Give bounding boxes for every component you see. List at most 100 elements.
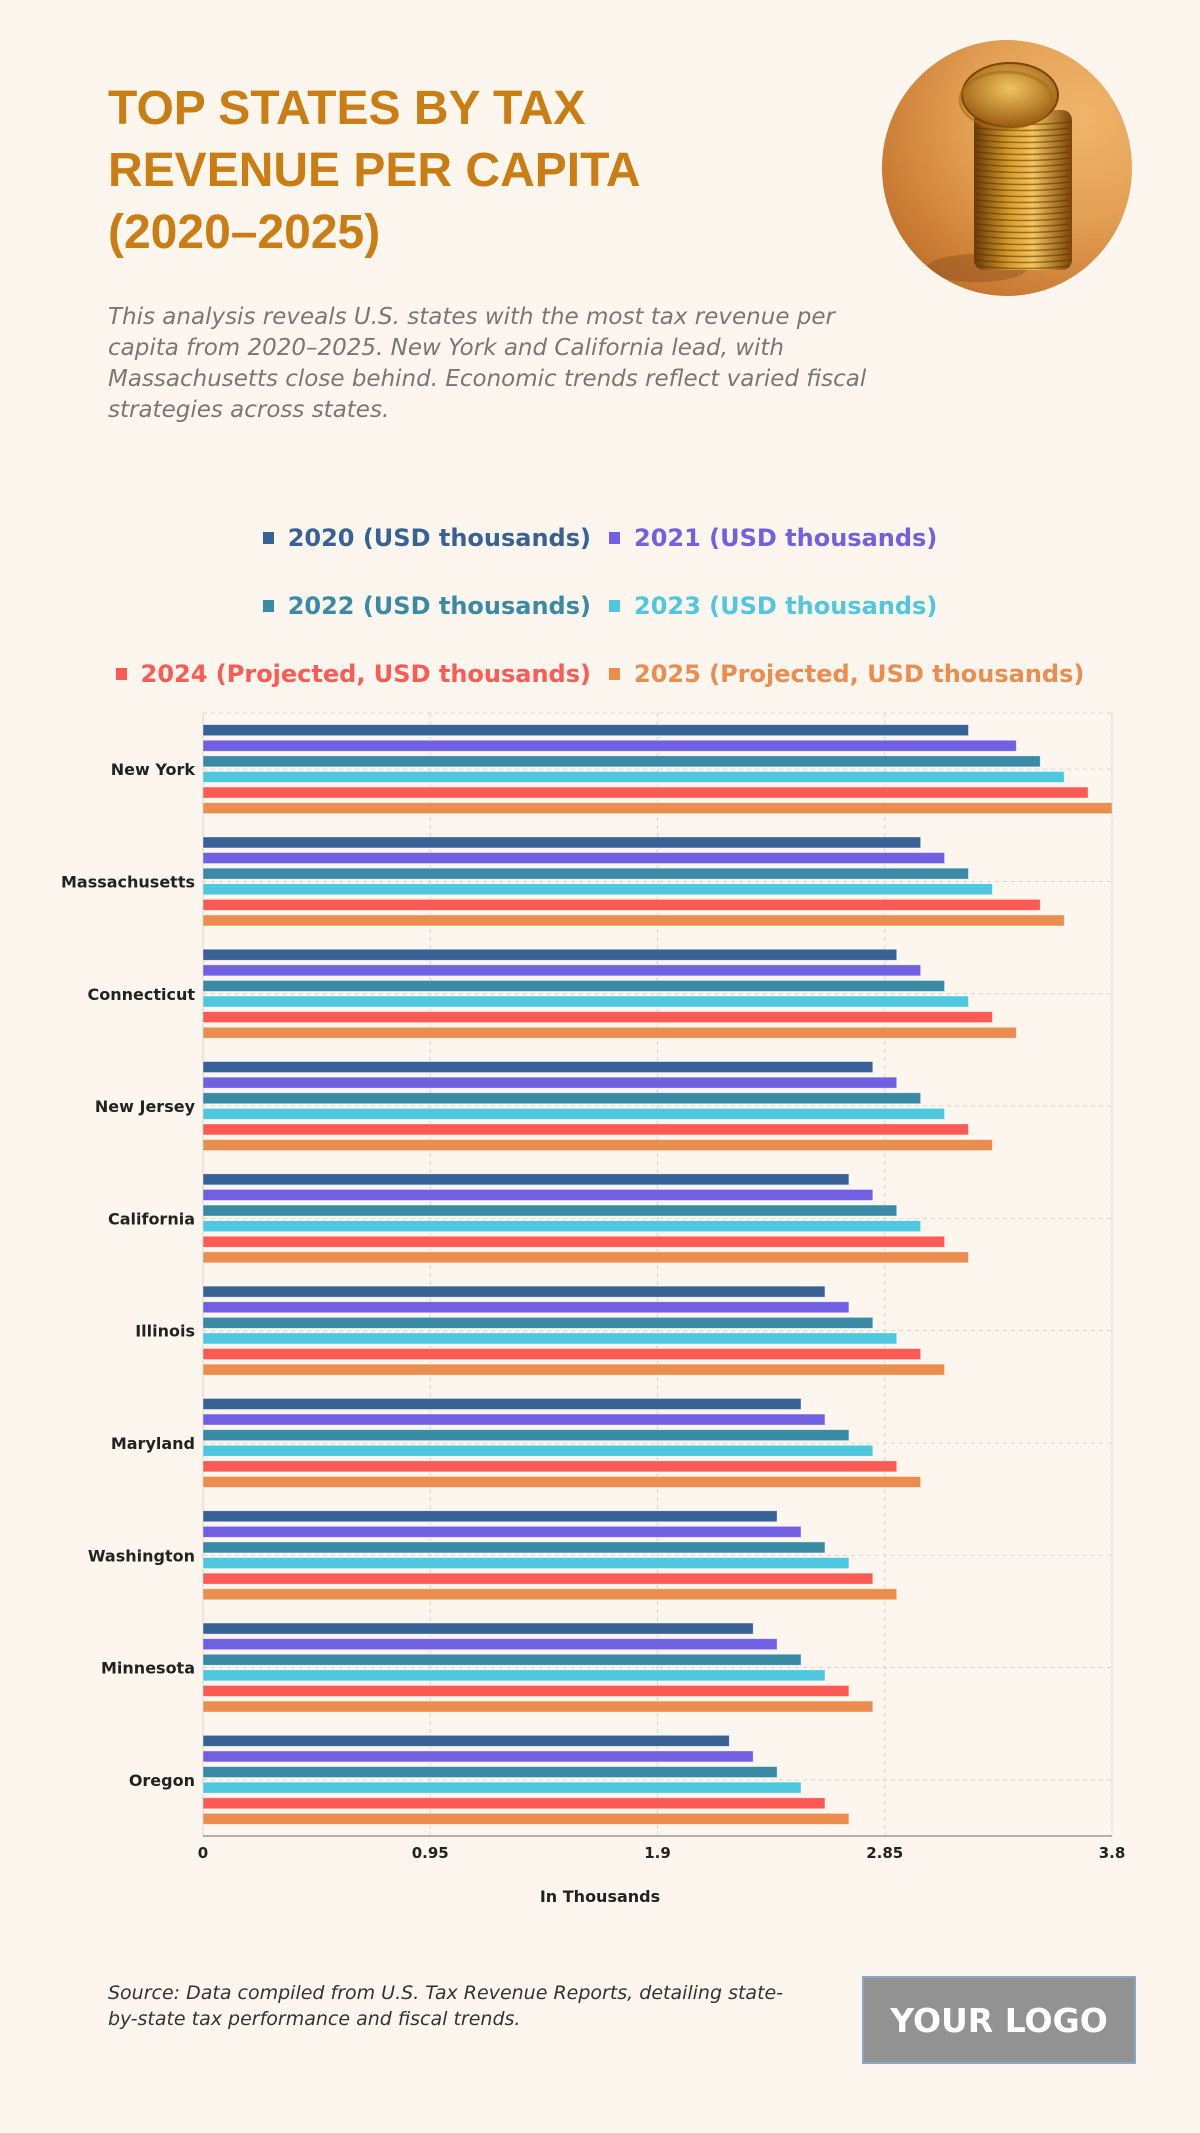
bar bbox=[202, 1189, 874, 1201]
bar bbox=[202, 1812, 850, 1825]
page-subtitle: This analysis reveals U.S. states with t… bbox=[108, 304, 867, 423]
y-category-label: Connecticut bbox=[87, 985, 195, 1004]
bar bbox=[202, 1700, 874, 1713]
bar bbox=[202, 1332, 898, 1345]
legend-swatch-2021 bbox=[609, 532, 620, 544]
bar bbox=[202, 1541, 826, 1554]
legend-label: 2023 (USD thousands) bbox=[634, 592, 938, 620]
x-tick-label: 0 bbox=[198, 1844, 208, 1862]
y-category-label: Washington bbox=[88, 1546, 195, 1565]
bar bbox=[202, 1750, 754, 1763]
bar bbox=[202, 1685, 850, 1697]
bar bbox=[202, 1460, 898, 1473]
y-category-label: Oregon bbox=[129, 1771, 195, 1790]
bar bbox=[202, 883, 993, 896]
bar-chart: 0 0.95 1.9 2.85 3.8 New York Massachusetts Conn… bbox=[61, 712, 1126, 1862]
bar bbox=[202, 1204, 898, 1217]
y-category-label: New York bbox=[111, 760, 196, 779]
bar bbox=[202, 898, 1041, 911]
x-tick-label: 0.95 bbox=[412, 1844, 449, 1862]
bar bbox=[202, 1572, 874, 1585]
legend-label: 2024 (Projected, USD thousands) bbox=[140, 660, 591, 688]
bar bbox=[202, 1123, 969, 1136]
bar bbox=[202, 1139, 993, 1151]
bar bbox=[202, 1348, 922, 1360]
legend-swatch-2025 bbox=[609, 668, 620, 680]
bar bbox=[202, 724, 969, 737]
bar bbox=[202, 1510, 778, 1523]
logo-placeholder: YOUR LOGO bbox=[862, 1976, 1136, 2064]
legend-swatch-2024 bbox=[115, 668, 127, 680]
bar bbox=[202, 1588, 898, 1601]
coins-illustration bbox=[927, 62, 1072, 282]
bar bbox=[202, 1173, 850, 1186]
bar bbox=[202, 1092, 922, 1105]
bar bbox=[202, 1235, 945, 1248]
legend-swatch-2023 bbox=[609, 600, 620, 612]
bar bbox=[202, 771, 1065, 783]
legend-item-2023[interactable]: 2023 (USD thousands) bbox=[609, 592, 937, 620]
bar bbox=[202, 755, 1041, 768]
y-category-label: California bbox=[108, 1209, 195, 1228]
bar bbox=[202, 1444, 874, 1457]
bar bbox=[202, 1026, 1017, 1039]
legend-label: 2020 (USD thousands) bbox=[287, 524, 591, 552]
legend-swatch-2020 bbox=[262, 532, 274, 544]
legend-item-2022[interactable]: 2022 (USD thousands) bbox=[262, 592, 591, 620]
x-tick-label: 2.85 bbox=[866, 1844, 903, 1862]
legend-label: 2021 (USD thousands) bbox=[634, 524, 938, 552]
source-note: Source: Data compiled from U.S. Tax Reve… bbox=[108, 1982, 784, 2030]
legend-label: 2025 (Projected, USD thousands) bbox=[634, 660, 1085, 688]
bar bbox=[202, 1251, 969, 1264]
x-tick-label: 3.8 bbox=[1099, 1844, 1126, 1862]
stacked-coins-image bbox=[882, 40, 1132, 296]
bar bbox=[202, 995, 969, 1008]
bar bbox=[202, 1429, 850, 1442]
bar bbox=[202, 1622, 754, 1635]
bar bbox=[202, 1669, 826, 1682]
bar bbox=[202, 964, 922, 977]
bar bbox=[202, 1220, 922, 1233]
y-category-label: Illinois bbox=[135, 1322, 195, 1341]
y-category-label: Maryland bbox=[111, 1434, 195, 1453]
x-tick-label: 1.9 bbox=[644, 1844, 671, 1862]
bar bbox=[202, 1061, 874, 1073]
bar bbox=[202, 786, 1089, 799]
bar bbox=[202, 914, 1065, 927]
x-axis-title: In Thousands bbox=[539, 1887, 661, 1906]
legend-label: 2022 (USD thousands) bbox=[287, 592, 591, 620]
legend-row-3: 2024 (Projected, USD thousands) 2025 (Pr… bbox=[0, 660, 1200, 688]
legend-row-2: 2022 (USD thousands) 2023 (USD thousands… bbox=[0, 592, 1200, 620]
bar bbox=[202, 1525, 802, 1538]
y-category-label: Minnesota bbox=[101, 1659, 195, 1678]
bar bbox=[202, 1076, 898, 1089]
legend-swatch-2022 bbox=[262, 600, 274, 612]
bar bbox=[202, 1653, 802, 1666]
bar bbox=[202, 980, 945, 992]
bar bbox=[202, 1781, 802, 1794]
bar bbox=[202, 867, 969, 880]
bar bbox=[202, 852, 945, 864]
bar bbox=[202, 948, 898, 961]
bar bbox=[202, 1734, 730, 1747]
bar bbox=[202, 1301, 850, 1314]
legend-item-2021[interactable]: 2021 (USD thousands) bbox=[609, 524, 937, 552]
legend-item-2020[interactable]: 2020 (USD thousands) bbox=[262, 524, 591, 552]
legend-row-1: 2020 (USD thousands) 2021 (USD thousands… bbox=[0, 524, 1200, 552]
bar bbox=[202, 1413, 826, 1426]
y-category-label: Massachusetts bbox=[61, 872, 195, 891]
page-title: TOP STATES BY TAX REVENUE PER CAPITA (20… bbox=[108, 82, 639, 259]
bar bbox=[202, 1363, 945, 1376]
bar bbox=[202, 836, 922, 849]
bar bbox=[202, 1398, 802, 1410]
legend-item-2025[interactable]: 2025 (Projected, USD thousands) bbox=[609, 660, 1084, 688]
y-category-label: New Jersey bbox=[95, 1097, 196, 1116]
bar bbox=[202, 1107, 945, 1120]
bar bbox=[202, 1557, 850, 1569]
bar bbox=[202, 739, 1017, 752]
bar bbox=[202, 1797, 826, 1810]
bar bbox=[202, 802, 1113, 815]
legend-item-2024[interactable]: 2024 (Projected, USD thousands) bbox=[115, 660, 591, 688]
bar bbox=[202, 1285, 826, 1298]
bar bbox=[202, 1766, 778, 1778]
